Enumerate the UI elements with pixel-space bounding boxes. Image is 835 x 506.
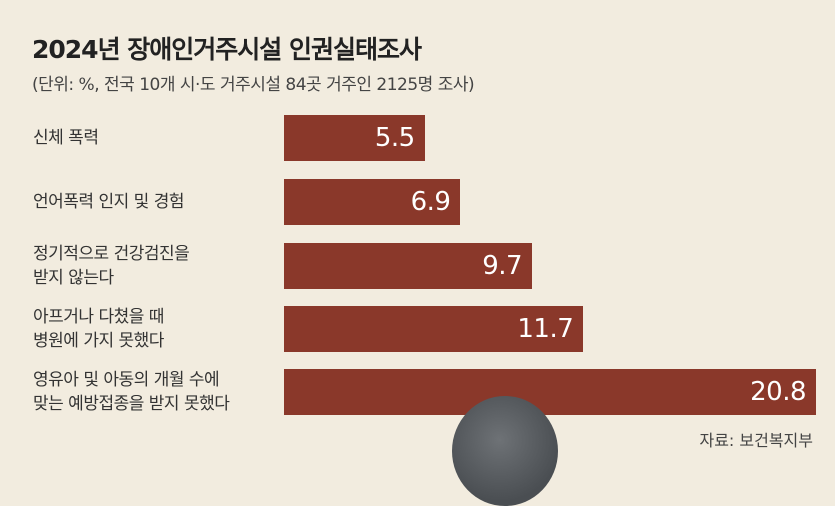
bar: 20.8 xyxy=(284,369,816,415)
value-label: 20.8 xyxy=(750,377,806,407)
value-label: 11.7 xyxy=(517,314,574,344)
bar: 11.7 xyxy=(284,306,584,352)
value-label: 6.9 xyxy=(410,187,451,217)
bar: 9.7 xyxy=(284,243,533,289)
bar: 5.5 xyxy=(284,115,425,161)
chart-subtitle: (단위: %, 전국 10개 시·도 거주시설 84곳 거주인 2125명 조사… xyxy=(32,75,475,95)
category-label: 영유아 및 아동의 개월 수에 맞는 예방접종을 받지 못했다 xyxy=(33,370,230,414)
category-label: 아프거나 다쳤을 때 병원에 가지 못했다 xyxy=(33,307,164,351)
category-label: 정기적으로 건강검진을 받지 않는다 xyxy=(33,244,190,288)
category-label: 언어폭력 인지 및 경험 xyxy=(33,192,184,212)
bar: 6.9 xyxy=(284,179,461,225)
chart-title: 2024년 장애인거주시설 인권실태조사 xyxy=(32,35,422,64)
value-label: 9.7 xyxy=(482,251,523,281)
photo-person-head xyxy=(452,396,558,506)
source-note: 자료: 보건복지부 xyxy=(699,431,813,450)
value-label: 5.5 xyxy=(374,123,415,153)
category-label: 신체 폭력 xyxy=(33,128,99,148)
